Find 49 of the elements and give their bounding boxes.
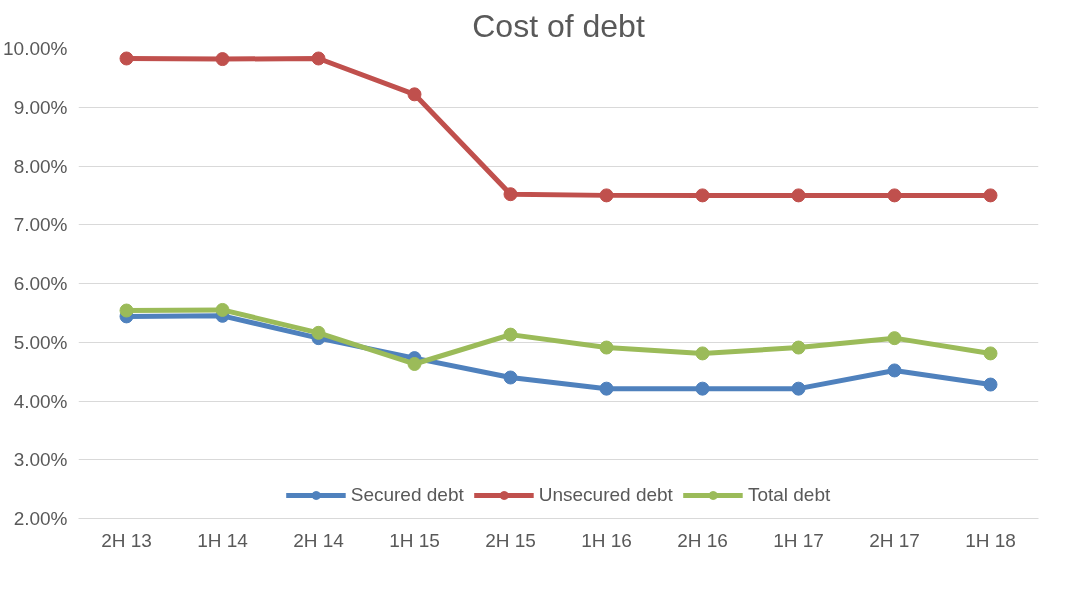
y-tick-label: 8.00% — [13, 155, 68, 177]
y-tick-label: 6.00% — [13, 273, 68, 294]
x-tick-label: 1H 18 — [965, 529, 1016, 551]
point — [215, 302, 230, 317]
x-tick-label: 1H 14 — [197, 529, 249, 551]
point — [503, 187, 518, 202]
x-tick-label: 2H 17 — [869, 529, 920, 551]
y-tick-label: 2.00% — [13, 508, 68, 529]
point — [983, 377, 998, 392]
point — [791, 340, 806, 355]
point — [119, 51, 134, 66]
y-tick-label: 10.00% — [3, 38, 68, 59]
point — [215, 52, 230, 67]
y-tick-label: 7.00% — [13, 214, 68, 236]
point — [695, 346, 710, 361]
point — [599, 340, 614, 355]
point — [503, 370, 518, 385]
point — [983, 346, 998, 361]
point — [791, 381, 806, 396]
x-tick-label: 2H 15 — [485, 529, 536, 551]
point — [791, 188, 806, 203]
x-tick-label: 2H 13 — [101, 529, 152, 551]
x-tick-label: 1H 15 — [389, 529, 440, 551]
legend-label: Secured debt — [350, 484, 464, 506]
point — [407, 357, 422, 371]
point — [983, 188, 998, 203]
point — [887, 363, 902, 378]
point — [119, 303, 134, 318]
point — [599, 188, 614, 203]
point — [695, 188, 710, 203]
point — [887, 331, 902, 346]
y-tick-label: 3.00% — [13, 449, 68, 471]
point — [695, 381, 710, 396]
chart-title: Cost of debt — [472, 7, 645, 44]
point — [311, 325, 326, 340]
y-tick-label: 4.00% — [13, 390, 68, 412]
x-tick-label: 1H 16 — [581, 529, 632, 551]
point — [311, 51, 326, 66]
x-tick-label: 2H 14 — [293, 529, 345, 551]
legend-label: Unsecured debt — [538, 484, 673, 506]
point — [503, 327, 518, 342]
legend-label: Total debt — [747, 484, 831, 506]
point — [887, 188, 902, 203]
x-tick-label: 2H 16 — [677, 529, 728, 551]
point — [407, 87, 422, 102]
y-tick-label: 9.00% — [13, 96, 68, 118]
x-tick-label: 1H 17 — [773, 529, 824, 551]
point — [599, 381, 614, 396]
y-tick-label: 5.00% — [13, 331, 68, 353]
